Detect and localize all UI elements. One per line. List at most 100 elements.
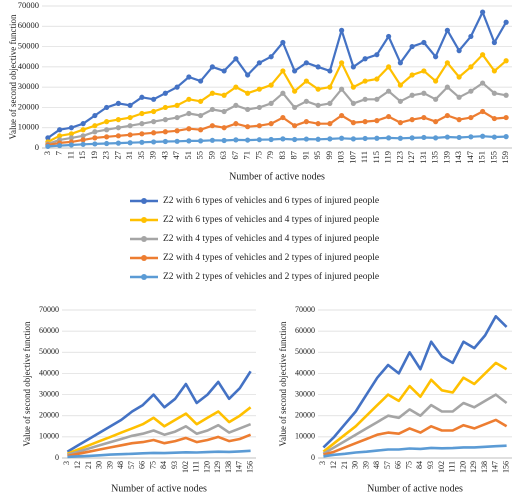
- x-tick-label: 66: [138, 461, 147, 469]
- point: [68, 135, 74, 141]
- point: [280, 136, 286, 142]
- point: [292, 88, 298, 94]
- point: [292, 68, 298, 74]
- x-tick-label: 99: [324, 151, 334, 160]
- point: [92, 135, 98, 141]
- legend-label: Z2 with 4 types of vehicles and 2 types …: [163, 252, 379, 263]
- point: [303, 60, 309, 66]
- point: [198, 78, 204, 84]
- point: [221, 137, 227, 144]
- x-tick-label: 3: [42, 151, 52, 155]
- point: [198, 112, 204, 119]
- series-line: [66, 370, 252, 453]
- x-axis-title: Number of active nodes: [111, 483, 207, 494]
- x-tick-label: 119: [383, 151, 393, 163]
- point: [503, 114, 509, 121]
- legend-marker: [141, 255, 147, 261]
- series-line: [47, 11, 508, 139]
- point: [433, 96, 439, 102]
- point: [209, 137, 215, 143]
- x-tick-label: 107: [347, 151, 357, 164]
- point: [92, 112, 98, 119]
- point: [292, 136, 298, 143]
- point: [186, 74, 192, 80]
- x-tick-label: 84: [415, 461, 424, 469]
- y-tick-label: 40000: [295, 368, 315, 377]
- point: [268, 121, 274, 127]
- point: [174, 84, 180, 90]
- y-tick-label: 50000: [18, 41, 39, 51]
- x-tick-label: 93: [170, 461, 179, 469]
- point: [374, 135, 380, 141]
- point: [162, 90, 168, 96]
- point: [350, 100, 356, 106]
- point: [327, 84, 333, 90]
- point: [127, 102, 133, 108]
- series-line: [47, 82, 507, 145]
- point: [280, 114, 286, 121]
- x-tick-label: 159: [500, 151, 510, 164]
- point: [45, 135, 51, 141]
- x-tick-label: 87: [289, 151, 299, 160]
- x-tick-label: 111: [359, 151, 369, 163]
- point: [409, 43, 415, 50]
- point: [362, 78, 368, 84]
- point: [456, 117, 462, 123]
- x-tick-label: 138: [224, 461, 233, 473]
- series-line: [47, 53, 507, 143]
- point: [339, 60, 345, 66]
- point: [151, 119, 157, 125]
- point: [409, 135, 415, 141]
- x-tick-label: 47: [171, 151, 181, 160]
- point: [80, 137, 86, 143]
- series-line: [47, 110, 507, 147]
- legend-marker: [141, 217, 147, 223]
- point: [104, 119, 110, 125]
- point: [233, 102, 239, 108]
- y-tick-label: 60000: [39, 326, 59, 335]
- point: [115, 125, 121, 131]
- point: [256, 60, 262, 66]
- point: [162, 138, 168, 145]
- point: [374, 76, 380, 82]
- point: [339, 27, 345, 33]
- point: [468, 88, 474, 94]
- x-tick-label: 75: [253, 151, 263, 160]
- series-line: [66, 406, 252, 456]
- point: [80, 127, 86, 133]
- x-tick-label: 7: [54, 151, 64, 155]
- point: [456, 94, 462, 100]
- point: [280, 68, 286, 74]
- point: [374, 96, 380, 102]
- point: [327, 100, 333, 106]
- point: [362, 96, 368, 102]
- point: [444, 112, 450, 119]
- x-tick-label: 39: [361, 461, 370, 469]
- y-tick-label: 20000: [295, 411, 315, 420]
- point: [198, 127, 204, 133]
- point: [57, 133, 63, 139]
- x-tick-label: 66: [394, 461, 403, 469]
- x-tick-label: 115: [371, 151, 381, 163]
- x-tick-label: 75: [404, 461, 413, 469]
- point: [444, 84, 450, 90]
- point: [315, 86, 321, 92]
- point: [397, 98, 403, 104]
- point: [397, 120, 403, 126]
- x-tick-label: 129: [213, 461, 222, 473]
- point: [45, 143, 51, 149]
- point: [397, 135, 403, 141]
- series-line: [322, 361, 508, 453]
- point: [162, 117, 168, 123]
- point: [421, 39, 427, 46]
- point: [397, 82, 403, 88]
- point: [127, 114, 133, 121]
- x-tick-label: 93: [426, 461, 435, 469]
- point: [233, 121, 239, 127]
- point: [456, 74, 462, 80]
- x-tick-label: 39: [148, 151, 158, 160]
- point: [386, 88, 392, 94]
- x-tick-label: 91: [300, 151, 310, 160]
- point: [68, 125, 74, 131]
- point: [268, 54, 274, 60]
